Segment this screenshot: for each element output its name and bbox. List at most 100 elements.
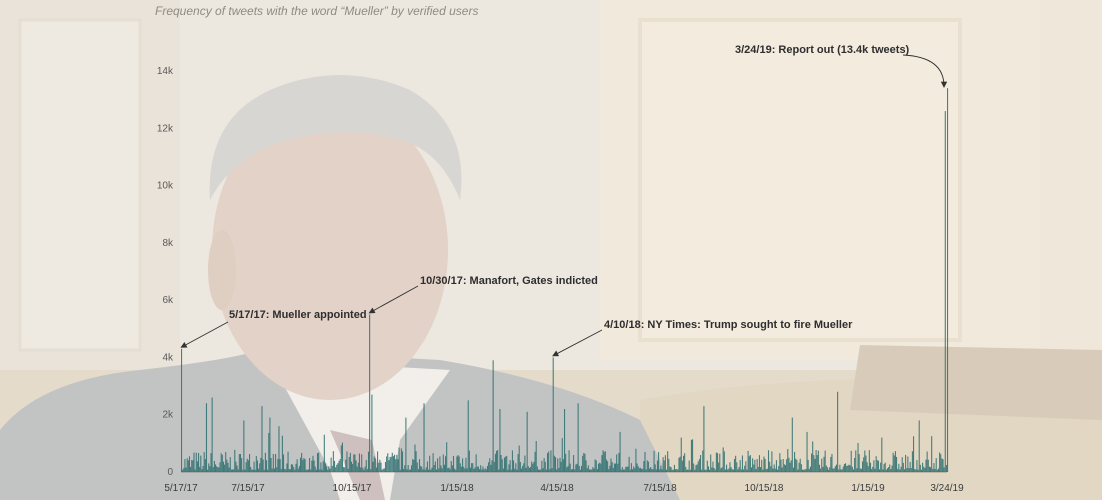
bar	[803, 469, 805, 472]
bar	[396, 454, 398, 472]
bar	[363, 469, 365, 472]
bar	[843, 463, 845, 472]
bar	[766, 468, 768, 472]
bar	[253, 461, 255, 472]
bar	[413, 459, 415, 472]
bar	[867, 466, 869, 472]
bar	[935, 458, 937, 472]
bar	[893, 455, 895, 472]
bar	[190, 466, 192, 472]
bar	[258, 468, 260, 472]
bar	[381, 469, 383, 472]
bar	[746, 469, 748, 472]
bar	[669, 466, 671, 472]
bar	[281, 435, 283, 472]
bar	[233, 469, 235, 472]
bar	[715, 452, 717, 472]
bar	[693, 463, 695, 472]
bar	[328, 466, 330, 472]
bar	[361, 454, 363, 472]
bar	[872, 466, 874, 472]
bar	[579, 469, 581, 472]
bar	[697, 461, 699, 472]
bar	[850, 450, 852, 472]
bar	[884, 462, 886, 472]
bar	[931, 436, 933, 472]
bar	[601, 455, 603, 472]
bar	[298, 466, 300, 472]
bar	[261, 406, 263, 472]
bar	[443, 464, 445, 472]
x-tick-label: 4/15/18	[540, 483, 574, 494]
bar	[941, 458, 943, 472]
bar	[813, 455, 815, 472]
bar	[587, 465, 589, 472]
annotation-arrow	[902, 54, 948, 88]
bar	[755, 469, 757, 472]
bar	[795, 458, 797, 472]
bar	[767, 450, 770, 472]
bar	[379, 459, 381, 472]
bar	[214, 464, 217, 472]
bar	[825, 465, 827, 472]
bar	[761, 459, 763, 472]
bar	[821, 458, 823, 472]
bar	[265, 460, 268, 472]
bar	[817, 450, 819, 472]
bar	[522, 465, 524, 472]
y-tick-label: 4k	[162, 352, 174, 363]
bar	[865, 455, 867, 472]
bar	[449, 469, 451, 472]
bar	[467, 400, 469, 472]
bar	[201, 469, 203, 472]
bar	[815, 450, 817, 472]
bar	[250, 466, 252, 472]
bar	[203, 452, 205, 472]
bar	[857, 443, 859, 472]
bar	[685, 466, 687, 472]
bar	[468, 450, 470, 472]
bar	[738, 467, 740, 472]
bar	[245, 462, 247, 472]
bar	[457, 455, 459, 472]
bar	[694, 469, 696, 472]
bar	[902, 462, 904, 472]
bar	[664, 455, 666, 472]
bar	[822, 466, 824, 472]
bar	[593, 468, 595, 472]
bar	[540, 469, 542, 472]
bar	[903, 469, 906, 472]
bar	[797, 469, 799, 472]
bar	[628, 456, 630, 472]
bar	[535, 440, 537, 472]
x-tick-label: 7/15/18	[643, 483, 677, 494]
bar	[663, 460, 665, 472]
bar	[845, 463, 847, 472]
bar	[818, 464, 821, 472]
bar	[805, 469, 807, 472]
bar	[756, 459, 758, 472]
bar	[728, 468, 730, 472]
bar	[305, 469, 307, 472]
bar	[720, 468, 722, 472]
bar	[235, 461, 237, 472]
bar	[262, 459, 264, 472]
bar	[703, 406, 705, 472]
bar	[748, 456, 750, 472]
bar	[812, 441, 814, 472]
bar	[586, 468, 588, 472]
bar	[909, 461, 911, 472]
bar	[228, 467, 230, 472]
bar	[336, 464, 338, 472]
bar	[573, 455, 575, 472]
bar	[375, 467, 377, 472]
bar	[524, 455, 526, 472]
bar	[719, 453, 721, 472]
bar	[496, 450, 498, 472]
bar	[631, 469, 634, 472]
bar	[195, 452, 197, 472]
bar	[561, 438, 563, 472]
bar	[278, 426, 280, 472]
bar	[516, 469, 518, 472]
bar	[247, 460, 249, 472]
